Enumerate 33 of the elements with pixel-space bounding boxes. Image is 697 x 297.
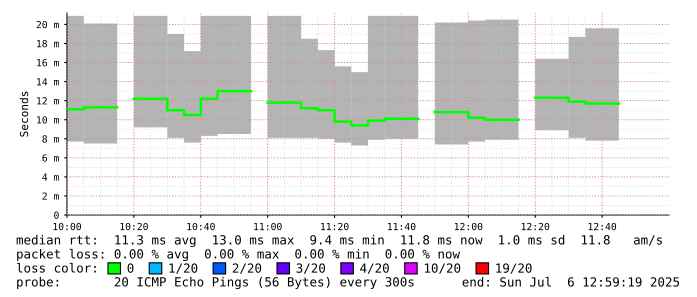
legend-label: 4/20 xyxy=(360,263,389,274)
x-tick-label: 11:00 xyxy=(254,222,282,230)
legend-label: 19/20 xyxy=(496,263,532,274)
x-tick-label: 11:20 xyxy=(321,222,349,230)
y-tick-label: 16 m xyxy=(37,59,59,66)
legend-label: 3/20 xyxy=(296,263,326,274)
legend-label: 0 xyxy=(128,263,134,273)
text: probe: 20 ICMP Echo Pings (56 Bytes) every 300s xyxy=(17,276,414,290)
x-tick-label: 10:20 xyxy=(120,222,148,230)
y-tick-label: 8 m xyxy=(42,135,59,143)
y-tick-label: 20 m xyxy=(36,20,59,28)
legend-label: 1/20 xyxy=(170,263,198,274)
legend-title: loss color: xyxy=(16,262,96,273)
x-tick-label: 11:40 xyxy=(388,222,416,230)
text: packet loss: 0.00 % avg 0.00 % max 0.00 % min 0.00 % now xyxy=(17,248,460,262)
text: end: Sun Jul 6 12:59:19 2025 xyxy=(462,276,680,287)
y-tick-label: 4 m xyxy=(42,174,59,181)
x-tick-label: 12:00 xyxy=(454,222,482,230)
y-tick-label: 2 m xyxy=(42,192,59,200)
y-tick-label: 14 m xyxy=(37,78,59,86)
x-tick-label: 10:40 xyxy=(187,222,215,230)
legend-label: 2/20 xyxy=(232,263,262,274)
text: median rtt: 11.3 ms avg 13.0 ms max 9.4 ms min 11.8 ms now 1.0 ms sd 11.8 am/s xyxy=(16,234,662,248)
y-tick-label: 0 xyxy=(54,212,59,219)
y-tick-label: 18 m xyxy=(37,40,59,48)
y-tick-label: 6 m xyxy=(42,154,59,162)
y-tick-label: 10 m xyxy=(37,116,59,124)
x-tick-label: 12:40 xyxy=(588,222,616,230)
legend-label: 10/20 xyxy=(424,263,460,274)
x-tick-label: 10:00 xyxy=(54,222,82,230)
x-tick-label: 12:20 xyxy=(522,222,550,230)
y-axis-title: Seconds xyxy=(20,92,28,137)
y-tick-label: 12 m xyxy=(37,97,59,104)
